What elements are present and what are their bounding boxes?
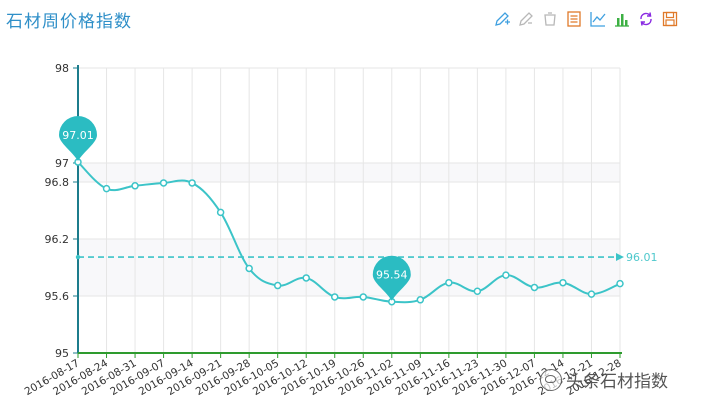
data-point <box>530 283 539 292</box>
mark-clear-icon[interactable] <box>539 8 561 30</box>
y-tick-label: 98 <box>55 62 69 75</box>
bar-chart-icon[interactable] <box>611 8 633 30</box>
max-marker: 97.01 <box>59 116 97 162</box>
data-point <box>616 279 624 288</box>
data-point <box>416 296 425 304</box>
data-point <box>188 179 196 187</box>
average-line: 96.01 <box>75 251 658 264</box>
grid <box>77 67 621 354</box>
data-point <box>473 287 482 295</box>
min-marker-label: 95.54 <box>376 269 408 282</box>
max-marker-label: 97.01 <box>62 129 94 142</box>
min-marker-pin <box>372 255 411 301</box>
watermark-logo-icon <box>540 368 562 391</box>
data-point <box>245 264 253 273</box>
y-tick-label: 97 <box>55 157 69 170</box>
chart-toolbox <box>491 8 681 30</box>
data-point <box>102 184 111 193</box>
series <box>74 158 624 306</box>
data-point <box>302 274 310 282</box>
data-point <box>559 278 567 287</box>
data-point <box>445 278 453 287</box>
data-view-icon[interactable] <box>563 8 585 30</box>
mark-undo-icon[interactable] <box>515 8 537 30</box>
min-marker: 95.54 <box>372 255 411 301</box>
watermark-text: 头条石材指数 <box>566 372 668 392</box>
average-label: 96.01 <box>626 251 658 264</box>
data-point <box>330 293 339 301</box>
y-tick-label: 96.2 <box>45 233 70 246</box>
watermark: 头条石材指数 <box>540 367 668 392</box>
grid-band <box>78 163 620 182</box>
max-marker-pin <box>59 116 97 162</box>
axes: 9595.696.296.897982016-08-172016-08-2420… <box>23 62 624 398</box>
restore-icon[interactable] <box>635 8 657 30</box>
y-tick-label: 95.6 <box>45 290 70 303</box>
markers: 97.01 95.54 <box>59 116 411 301</box>
average-arrow <box>616 253 624 262</box>
data-point <box>273 281 282 290</box>
y-tick-label: 95 <box>55 347 69 360</box>
chart-title: 石材周价格指数 <box>6 12 132 32</box>
save-image-icon[interactable] <box>659 8 681 30</box>
y-tick-label: 96.8 <box>45 176 70 189</box>
data-point <box>587 290 596 298</box>
data-point <box>159 179 168 187</box>
data-point <box>502 271 510 279</box>
line-chart-icon[interactable] <box>587 8 609 30</box>
mark-icon[interactable] <box>491 8 513 30</box>
data-point <box>216 208 225 217</box>
data-point <box>359 293 368 301</box>
data-point <box>131 182 139 190</box>
